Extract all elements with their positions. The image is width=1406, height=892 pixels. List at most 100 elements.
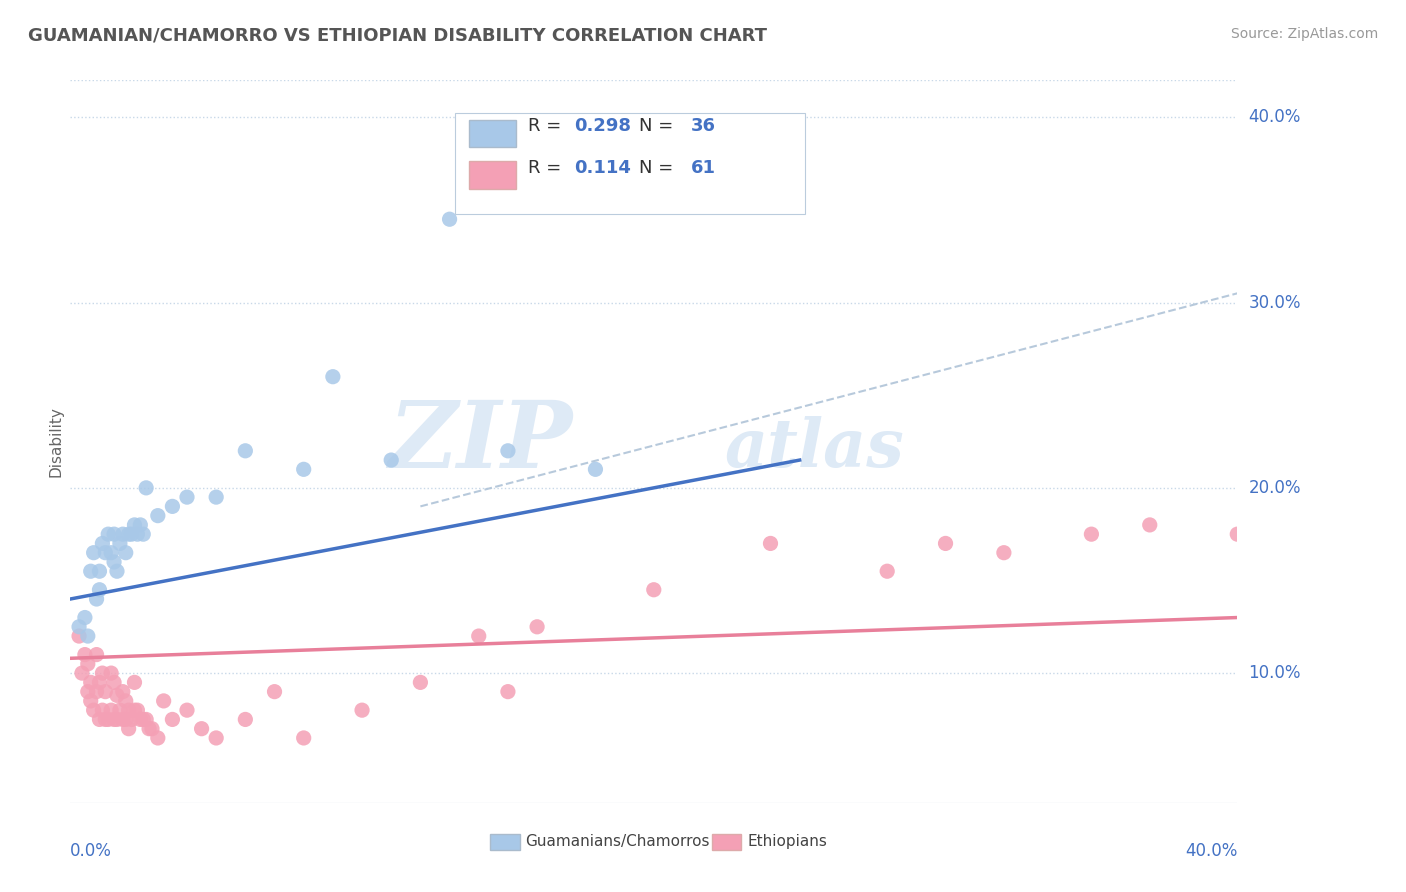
Text: 0.0%: 0.0%	[70, 842, 112, 860]
Point	[76, 629, 98, 643]
Point	[91, 703, 114, 717]
Text: 0.298: 0.298	[575, 117, 631, 135]
Point	[135, 713, 157, 727]
Point	[496, 443, 519, 458]
Point	[124, 517, 146, 532]
Point	[103, 527, 125, 541]
Text: GUAMANIAN/CHAMORRO VS ETHIOPIAN DISABILITY CORRELATION CHART: GUAMANIAN/CHAMORRO VS ETHIOPIAN DISABILI…	[28, 27, 768, 45]
Point	[114, 694, 136, 708]
Point	[292, 731, 315, 745]
Point	[759, 536, 782, 550]
Point	[876, 564, 898, 578]
Point	[103, 675, 125, 690]
Point	[205, 731, 228, 745]
Point	[80, 694, 103, 708]
Point	[643, 582, 665, 597]
Point	[205, 490, 228, 504]
Point	[409, 675, 432, 690]
Point	[121, 527, 143, 541]
Point	[146, 508, 169, 523]
Point	[380, 453, 402, 467]
Point	[94, 546, 117, 560]
Point	[100, 703, 122, 717]
Point	[352, 703, 374, 717]
Point	[190, 722, 212, 736]
Point	[993, 546, 1015, 560]
Point	[176, 703, 198, 717]
Point	[89, 675, 111, 690]
Point	[108, 536, 131, 550]
Point	[83, 546, 105, 560]
Point	[86, 648, 108, 662]
Point	[118, 703, 141, 717]
Point	[89, 713, 111, 727]
Text: 61: 61	[692, 160, 716, 178]
Text: R =: R =	[527, 117, 567, 135]
Text: 40.0%: 40.0%	[1185, 842, 1237, 860]
Point	[1226, 527, 1249, 541]
Point	[80, 675, 103, 690]
Point	[111, 713, 134, 727]
Point	[233, 443, 256, 458]
Point	[135, 481, 157, 495]
Point	[86, 592, 108, 607]
Point	[176, 490, 198, 504]
Point	[162, 713, 184, 727]
Text: N =: N =	[638, 117, 679, 135]
Point	[138, 722, 160, 736]
Point	[934, 536, 956, 550]
Point	[129, 517, 152, 532]
Point	[162, 500, 184, 514]
Text: 36: 36	[692, 117, 716, 135]
Point	[127, 703, 149, 717]
Point	[97, 527, 120, 541]
Point	[94, 684, 117, 698]
Point	[132, 713, 155, 727]
Point	[108, 703, 131, 717]
Point	[118, 527, 141, 541]
Point	[146, 731, 169, 745]
Point	[124, 675, 146, 690]
Point	[292, 462, 315, 476]
Point	[70, 666, 93, 681]
Point	[100, 666, 122, 681]
Point	[83, 703, 105, 717]
Point	[124, 703, 146, 717]
Point	[152, 694, 174, 708]
Text: Source: ZipAtlas.com: Source: ZipAtlas.com	[1230, 27, 1378, 41]
Text: ZIP: ZIP	[388, 397, 572, 486]
Point	[127, 527, 149, 541]
Point	[89, 582, 111, 597]
Text: 40.0%: 40.0%	[1249, 108, 1301, 127]
Point	[585, 462, 607, 476]
Text: R =: R =	[527, 160, 572, 178]
Point	[111, 684, 134, 698]
FancyBboxPatch shape	[713, 834, 741, 850]
Point	[468, 629, 491, 643]
Point	[76, 684, 98, 698]
FancyBboxPatch shape	[456, 112, 806, 214]
Point	[263, 684, 285, 698]
Text: Guamanians/Chamorros: Guamanians/Chamorros	[526, 834, 710, 849]
Point	[439, 212, 461, 227]
Point	[94, 713, 117, 727]
Point	[103, 713, 125, 727]
Point	[67, 629, 90, 643]
Point	[97, 713, 120, 727]
Point	[73, 648, 96, 662]
Point	[526, 620, 548, 634]
Point	[1139, 517, 1161, 532]
Point	[114, 713, 136, 727]
Point	[114, 546, 136, 560]
Point	[105, 713, 128, 727]
Point	[496, 684, 519, 698]
Text: 0.114: 0.114	[575, 160, 631, 178]
Point	[89, 564, 111, 578]
Point	[121, 713, 143, 727]
Text: 30.0%: 30.0%	[1249, 293, 1301, 311]
Point	[105, 689, 128, 703]
Point	[132, 527, 155, 541]
FancyBboxPatch shape	[491, 834, 520, 850]
FancyBboxPatch shape	[470, 120, 516, 147]
Point	[105, 564, 128, 578]
